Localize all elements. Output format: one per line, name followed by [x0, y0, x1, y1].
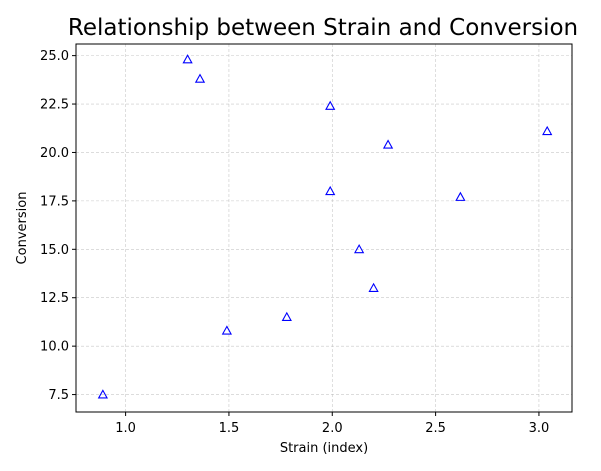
x-tick-label: 1.0 [115, 421, 136, 436]
x-tick-label: 1.5 [219, 421, 240, 436]
plot-area [75, 43, 573, 413]
y-tick-label: 15.0 [40, 243, 69, 258]
x-tick-label: 2.5 [425, 421, 446, 436]
y-axis: 7.5 10.0 12.5 15.0 17.5 20.0 22.5 25.0 [40, 49, 76, 403]
y-tick-label: 22.5 [40, 98, 69, 113]
y-tick-label: 10.0 [40, 340, 69, 355]
data-point [182, 54, 193, 64]
y-tick-label: 17.5 [40, 194, 69, 209]
x-axis-label: Strain (index) [280, 441, 368, 456]
chart-title: Relationship between Strain and Conversi… [68, 15, 578, 41]
x-tick-label: 2.0 [322, 421, 343, 436]
data-point [382, 139, 394, 149]
data-point [353, 243, 365, 254]
grid-layer [76, 44, 572, 412]
x-axis: 1.0 1.5 2.0 2.5 3.0 [115, 412, 549, 436]
data-point [97, 389, 109, 399]
y-tick-label: 12.5 [40, 291, 69, 306]
data-point [455, 191, 466, 201]
y-tick-label: 7.5 [48, 388, 69, 403]
y-tick-label: 20.0 [40, 146, 69, 161]
data-point [368, 282, 379, 292]
data-points [97, 54, 553, 399]
data-point [194, 73, 206, 83]
data-point [325, 100, 336, 110]
y-tick-label: 25.0 [40, 49, 69, 64]
data-point [325, 185, 336, 196]
data-point [542, 125, 553, 136]
y-axis-label: Conversion [15, 192, 30, 265]
data-point [281, 311, 292, 322]
x-tick-label: 3.0 [529, 421, 550, 436]
data-point [221, 325, 233, 335]
